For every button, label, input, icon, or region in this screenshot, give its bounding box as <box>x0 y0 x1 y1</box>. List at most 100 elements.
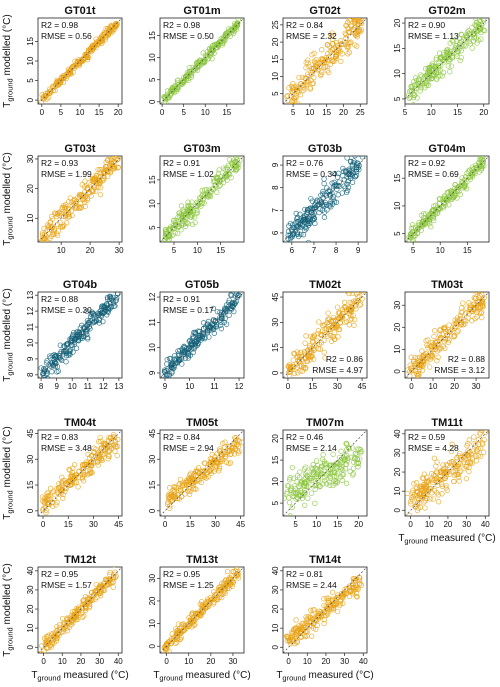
data-point <box>337 459 343 465</box>
data-point <box>82 189 88 195</box>
data-point <box>411 360 417 367</box>
data-point <box>327 482 333 488</box>
data-point <box>444 47 450 53</box>
data-point <box>415 379 420 384</box>
data-point <box>459 182 465 188</box>
one-to-one-line <box>404 155 490 243</box>
data-point <box>89 188 95 194</box>
data-point <box>305 354 312 360</box>
data-point <box>350 298 357 304</box>
scatter-points <box>38 567 119 653</box>
one-to-one-line <box>37 566 123 654</box>
y-tick-label: 15 <box>271 343 280 352</box>
panel-title: TM14t <box>309 554 341 566</box>
data-point <box>101 304 107 310</box>
data-point <box>473 458 480 464</box>
data-point <box>234 294 241 301</box>
data-point <box>443 461 450 468</box>
data-point <box>222 453 229 459</box>
y-tick-label: 30 <box>271 317 280 326</box>
data-point <box>219 458 225 464</box>
data-point <box>478 36 484 42</box>
plot-frame <box>282 155 368 243</box>
data-point <box>72 58 78 64</box>
data-point <box>84 185 90 191</box>
y-tick-label: 5 <box>148 225 157 230</box>
data-point <box>185 346 191 353</box>
data-point <box>471 434 477 440</box>
data-point <box>348 454 354 460</box>
data-point <box>180 621 186 627</box>
data-point <box>294 88 301 94</box>
y-tick-label: 10 <box>271 623 280 632</box>
data-point <box>343 22 349 29</box>
data-point <box>411 481 417 487</box>
data-point <box>334 325 340 331</box>
one-to-one-line <box>37 291 123 379</box>
data-point <box>56 632 62 638</box>
data-point <box>79 472 85 478</box>
data-point <box>464 463 470 470</box>
data-point <box>38 99 44 104</box>
data-point <box>348 303 355 310</box>
data-point <box>421 471 427 477</box>
one-to-one-line <box>37 17 123 105</box>
data-point <box>161 374 167 378</box>
data-point <box>296 351 302 357</box>
data-point <box>73 345 80 351</box>
data-point <box>348 304 354 310</box>
data-point <box>230 569 236 575</box>
data-point <box>419 494 426 501</box>
data-point <box>97 185 104 191</box>
data-point <box>101 173 107 180</box>
data-point <box>294 218 300 225</box>
data-point <box>447 192 453 199</box>
x-tick-label: 30 <box>115 246 124 255</box>
data-point <box>45 493 52 499</box>
data-point <box>291 84 297 90</box>
panel-title: GT03t <box>64 143 96 155</box>
data-point <box>440 343 446 349</box>
data-point <box>188 71 194 77</box>
data-point <box>183 478 190 484</box>
y-tick-label: 10 <box>271 477 280 486</box>
x-tick-label: 5 <box>411 246 416 255</box>
data-point <box>233 156 240 160</box>
data-point <box>169 631 175 637</box>
data-point <box>71 197 78 203</box>
data-point <box>99 305 105 311</box>
x-tick-label: 7 <box>312 246 317 255</box>
scatter-points <box>38 156 121 242</box>
data-point <box>60 495 66 501</box>
data-point <box>44 358 50 364</box>
x-tick-label: 10 <box>429 382 438 391</box>
data-point <box>97 179 103 185</box>
data-point <box>236 438 242 445</box>
data-point <box>432 475 438 482</box>
scatter-points <box>405 292 487 384</box>
data-point <box>72 336 78 343</box>
x-tick-label: 10 <box>193 246 202 255</box>
data-point <box>49 360 56 366</box>
data-point <box>458 38 465 45</box>
data-point <box>311 607 317 613</box>
x-tick-label: 10 <box>201 108 210 117</box>
data-point <box>95 166 101 173</box>
data-point <box>414 372 421 378</box>
x-tick-label: 15 <box>186 520 195 529</box>
data-point <box>348 159 354 165</box>
data-point <box>439 331 445 338</box>
data-point <box>57 224 64 230</box>
data-point <box>218 315 225 321</box>
data-point <box>224 568 231 575</box>
data-point <box>54 627 60 633</box>
data-point <box>420 475 427 481</box>
data-point <box>439 73 446 79</box>
data-point <box>479 441 486 447</box>
data-point <box>78 58 84 64</box>
data-point <box>284 638 290 644</box>
x-tick-label: 30 <box>228 657 237 666</box>
data-point <box>463 43 469 49</box>
data-point <box>354 26 361 32</box>
